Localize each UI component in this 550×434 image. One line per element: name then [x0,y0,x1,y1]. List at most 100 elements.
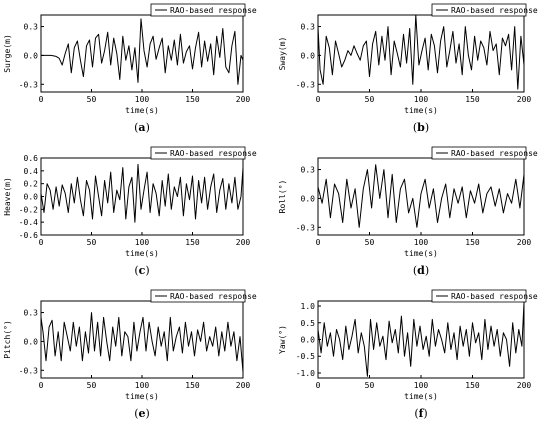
chart-e: 0 50 100 150 200 -0.3 0.0 0.3 RAO-based response… [3,289,257,420]
y-tick-label: 1.0 [301,302,316,311]
panel-caption: (d) [413,264,429,277]
y-tick-label: -0.4 [19,218,38,227]
caption-open-paren: ( [414,407,418,420]
x-axis-label: time(s) [404,249,438,258]
legend-box [150,146,246,160]
panel-caption: (b) [413,121,429,134]
x-tick-label: 200 [517,95,532,104]
caption-close-paren: ) [423,407,427,420]
y-axis-label: Yaw(°) [278,325,287,354]
x-tick-label: 200 [236,381,251,390]
caption-open-paren: ( [413,121,417,134]
panel-d: 0 50 100 150 200 -0.3 0.0 0.3 RAO-based response… [275,143,550,286]
x-tick-label: 0 [39,238,44,247]
caption-open-paren: ( [134,121,138,134]
legend-label: RAO-based response [451,6,538,15]
y-tick-label: -0.2 [19,205,38,214]
x-tick-label: 50 [87,238,97,247]
series-line [317,14,525,90]
y-tick-label: 0.4 [24,167,39,176]
series-line [40,163,244,223]
chart-b: 0 50 100 150 200 -0.3 0.0 0.3 RAO-based response… [278,3,538,134]
legend-label: RAO-based response [451,292,538,301]
y-tick-label: 0.0 [301,194,316,203]
y-tick-label: -0.5 [296,352,315,361]
y-tick-label: -0.3 [296,223,315,232]
panel-c: 0 50 100 150 200 -0.6 -0.4 -0.2 0.0 0.2 0.4 0.6 RAO-… [0,143,275,286]
y-tick-label: 0.6 [24,154,39,163]
x-tick-label: 200 [517,381,532,390]
caption-open-paren: ( [413,264,417,277]
panel-a: 0 50 100 150 200 -0.3 0.0 0.3 RAO-based response… [0,0,275,143]
y-tick-label: 0.3 [24,309,39,318]
x-axis-label: time(s) [404,106,438,115]
x-tick-label: 100 [414,381,429,390]
x-axis-label: time(s) [404,392,438,401]
x-tick-label: 100 [135,238,150,247]
x-tick-label: 0 [39,95,44,104]
x-tick-label: 0 [39,381,44,390]
x-tick-label: 0 [316,238,321,247]
legend-label: RAO-based response [170,6,257,15]
x-tick-label: 50 [365,381,375,390]
x-axis-label: time(s) [125,106,159,115]
caption-close-paren: ) [146,407,150,420]
x-tick-label: 150 [185,381,200,390]
x-tick-label: 50 [365,238,375,247]
caption-letter: b [417,121,425,134]
y-axis-label: Surge(m) [3,34,12,73]
caption-close-paren: ) [146,121,150,134]
legend-box [431,289,527,303]
y-tick-label: 0.3 [301,23,316,32]
x-tick-label: 150 [465,381,480,390]
y-axis-label: Sway(m) [278,37,287,71]
legend-label: RAO-based response [170,292,257,301]
y-tick-label: 0.3 [301,166,316,175]
panel-b: 0 50 100 150 200 -0.3 0.0 0.3 RAO-based response… [275,0,550,143]
x-tick-label: 0 [316,95,321,104]
caption-close-paren: ) [425,121,429,134]
x-axis-label: time(s) [125,249,159,258]
series-line [40,312,244,373]
legend-box [431,146,527,160]
x-tick-label: 200 [517,238,532,247]
x-tick-label: 100 [414,238,429,247]
y-tick-label: 0.2 [24,180,39,189]
legend-box [150,3,246,17]
x-tick-label: 50 [87,95,97,104]
x-axis-label: time(s) [125,392,159,401]
caption-letter: e [139,407,146,420]
y-tick-label: 0.0 [301,51,316,60]
x-tick-label: 150 [465,95,480,104]
y-tick-label: -1.0 [296,369,315,378]
x-tick-label: 100 [135,381,150,390]
y-tick-label: 0.0 [24,193,39,202]
y-axis-label: Heave(m) [3,177,12,216]
caption-close-paren: ) [425,264,429,277]
caption-letter: c [139,264,146,277]
series-line [41,18,244,85]
x-tick-label: 50 [365,95,375,104]
panel-caption: (e) [134,407,150,420]
chart-c: 0 50 100 150 200 -0.6 -0.4 -0.2 0.0 0.2 0.4 0.6 RAO-… [3,146,257,277]
caption-letter: d [417,264,425,277]
panel-caption: (a) [134,121,150,134]
panel-f: 0 50 100 150 200 -1.0 -0.5 0.0 0.5 1.0 RAO-based r… [275,286,550,430]
legend-box [431,3,527,17]
caption-letter: f [419,407,425,420]
x-tick-label: 200 [236,238,251,247]
y-tick-label: 0.5 [301,319,316,328]
panel-caption: (f) [414,407,427,420]
series-line [317,302,525,377]
legend-label: RAO-based response [170,149,257,158]
y-tick-label: -0.6 [19,231,38,240]
caption-open-paren: ( [134,264,138,277]
y-tick-label: -0.3 [19,366,38,375]
chart-d: 0 50 100 150 200 -0.3 0.0 0.3 RAO-based response… [278,146,538,277]
y-tick-label: -0.3 [296,80,315,89]
y-tick-label: -0.3 [19,80,38,89]
x-tick-label: 50 [87,381,97,390]
x-tick-label: 0 [316,381,321,390]
x-tick-label: 150 [185,238,200,247]
x-tick-label: 100 [414,95,429,104]
